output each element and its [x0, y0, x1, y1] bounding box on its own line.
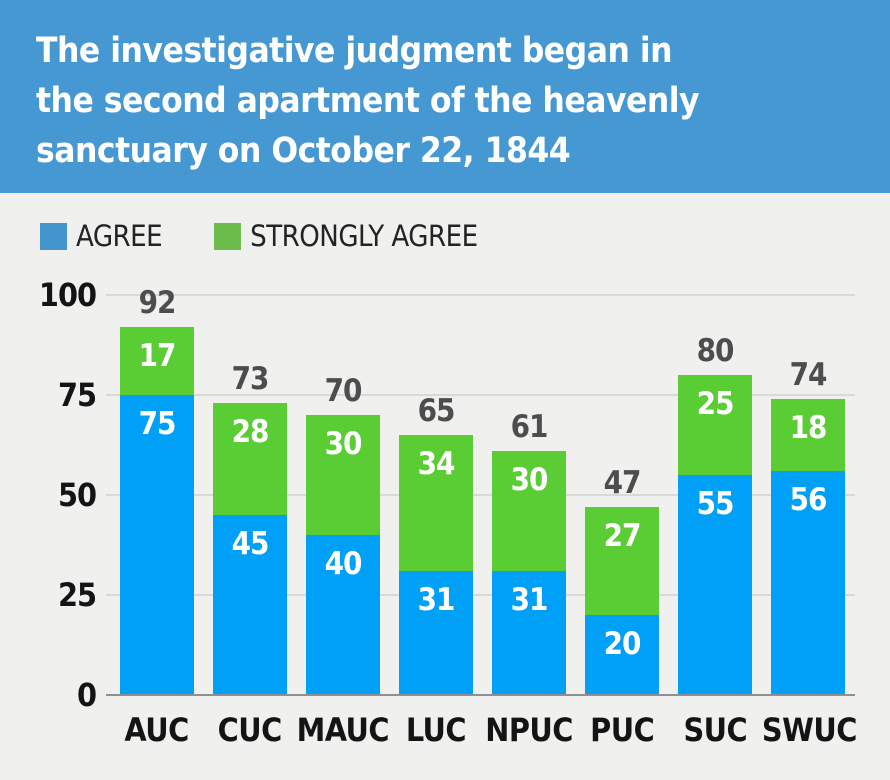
- agree-value-label: 45: [231, 526, 270, 562]
- bar-segment-strongly-agree-auc: 17: [120, 327, 194, 395]
- bar-segment-agree-cuc: 45: [213, 515, 287, 695]
- y-axis-tick-label: 50: [57, 476, 97, 514]
- chart-plot: 0 25 50 75 100 17 75 92 AUC 28 45 73 CUC 30 40 70 MAUC 34…: [39, 276, 857, 749]
- x-axis-label-luc: LUC: [405, 711, 467, 749]
- bar-total-label: 61: [510, 409, 549, 445]
- gridline-25: [106, 594, 855, 596]
- bar-segment-agree-npuc: 31: [492, 571, 566, 695]
- strongly-agree-value-label: 17: [138, 338, 177, 374]
- bar-segment-strongly-agree-npuc: 30: [492, 451, 566, 571]
- bar-luc: 34 31: [399, 435, 473, 695]
- x-axis-label-mauc: MAUC: [296, 711, 390, 749]
- y-axis-tick-label: 100: [38, 276, 97, 314]
- agree-value-label: 56: [789, 482, 828, 518]
- chart-title-line: the second apartment of the heavenly: [36, 81, 700, 121]
- x-axis-label-auc: AUC: [124, 711, 189, 749]
- bar-auc: 17 75: [120, 327, 194, 695]
- bar-segment-agree-luc: 31: [399, 571, 473, 695]
- y-axis-tick-label: 25: [57, 576, 97, 614]
- legend-item-strongly-agree: STRONGLY AGREE: [214, 219, 478, 253]
- agree-value-label: 75: [138, 406, 177, 442]
- y-axis-tick-label: 0: [76, 676, 97, 714]
- x-axis-label-suc: SUC: [683, 711, 748, 749]
- strongly-agree-value-label: 25: [696, 386, 735, 422]
- strongly-agree-swatch-icon: [214, 222, 242, 250]
- agree-value-label: 31: [417, 582, 456, 618]
- bar-puc: 27 20: [585, 507, 659, 695]
- bar-segment-strongly-agree-swuc: 18: [771, 399, 845, 471]
- bar-total-label: 80: [696, 333, 735, 369]
- bar-total-label: 74: [789, 357, 828, 393]
- chart-legend: AGREE STRONGLY AGREE: [40, 219, 478, 253]
- x-axis-line: [106, 694, 855, 696]
- bar-npuc: 30 31: [492, 451, 566, 695]
- y-axis-tick-label: 75: [57, 376, 97, 414]
- bar-mauc: 30 40: [306, 415, 380, 695]
- x-axis-label-puc: PUC: [590, 711, 655, 749]
- bar-segment-agree-puc: 20: [585, 615, 659, 695]
- bar-total-label: 70: [324, 373, 363, 409]
- gridline-75: [106, 394, 855, 396]
- bar-segment-strongly-agree-suc: 25: [678, 375, 752, 475]
- gridline-100: [106, 294, 855, 296]
- bar-total-label: 47: [603, 465, 642, 501]
- chart-title-line: sanctuary on October 22, 1844: [36, 131, 571, 171]
- bar-segment-strongly-agree-luc: 34: [399, 435, 473, 571]
- bar-segment-agree-swuc: 56: [771, 471, 845, 695]
- bar-total-label: 92: [138, 285, 177, 321]
- chart-title-line: The investigative judgment began in: [36, 31, 673, 71]
- x-axis-label-npuc: NPUC: [485, 711, 573, 749]
- strongly-agree-value-label: 18: [789, 410, 828, 446]
- bar-total-label: 65: [417, 393, 456, 429]
- bar-swuc: 18 56: [771, 399, 845, 695]
- bar-segment-agree-mauc: 40: [306, 535, 380, 695]
- strongly-agree-value-label: 30: [510, 462, 549, 498]
- gridline-50: [106, 494, 855, 496]
- bar-segment-strongly-agree-mauc: 30: [306, 415, 380, 535]
- bar-suc: 25 55: [678, 375, 752, 695]
- x-axis-label-cuc: CUC: [217, 711, 283, 749]
- strongly-agree-value-label: 34: [417, 446, 456, 482]
- agree-value-label: 55: [696, 486, 735, 522]
- legend-label-strongly-agree: STRONGLY AGREE: [250, 219, 478, 253]
- agree-value-label: 20: [603, 626, 642, 662]
- bar-total-label: 73: [231, 361, 270, 397]
- bar-segment-agree-auc: 75: [120, 395, 194, 695]
- agree-swatch-icon: [40, 222, 67, 250]
- x-axis-label-swuc: SWUC: [761, 711, 858, 749]
- strongly-agree-value-label: 28: [231, 414, 270, 450]
- bar-segment-strongly-agree-puc: 27: [585, 507, 659, 615]
- chart-title-banner: The investigative judgment began in the …: [0, 0, 890, 193]
- strongly-agree-value-label: 27: [603, 518, 642, 554]
- agree-value-label: 40: [324, 546, 363, 582]
- legend-label-agree: AGREE: [76, 219, 163, 253]
- bar-cuc: 28 45: [213, 403, 287, 695]
- agree-value-label: 31: [510, 582, 549, 618]
- strongly-agree-value-label: 30: [324, 426, 363, 462]
- chart-title: The investigative judgment began in the …: [0, 0, 890, 176]
- bar-segment-strongly-agree-cuc: 28: [213, 403, 287, 515]
- bar-segment-agree-suc: 55: [678, 475, 752, 695]
- legend-item-agree: AGREE: [40, 219, 163, 253]
